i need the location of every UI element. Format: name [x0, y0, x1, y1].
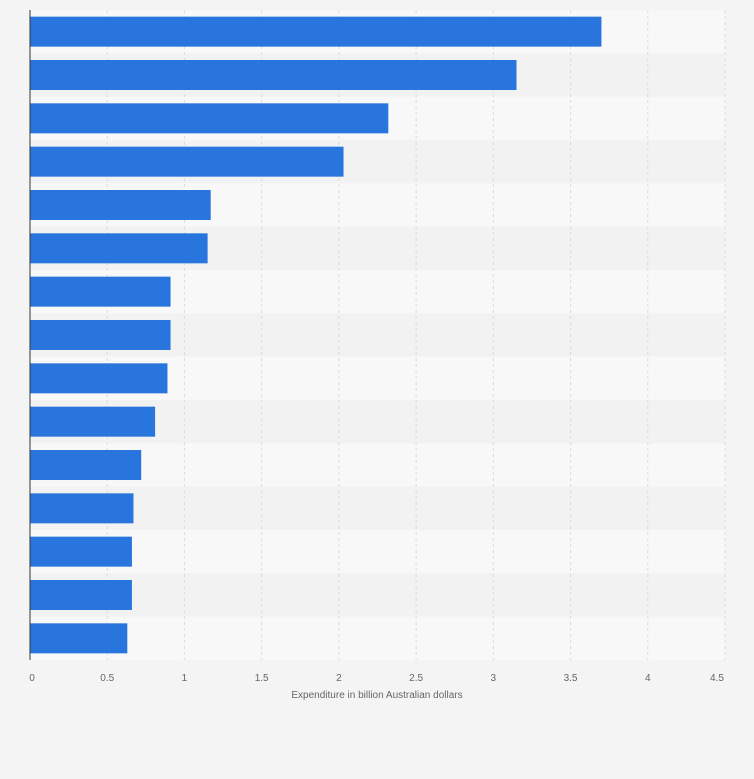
row-band: [30, 486, 725, 530]
x-tick-label: 2: [336, 673, 342, 684]
bar[interactable]: [30, 103, 389, 134]
x-tick-label: 2.5: [409, 673, 423, 684]
bar[interactable]: [30, 60, 517, 90]
x-tick-label: 4.5: [710, 673, 724, 684]
x-axis-ticks: 0 0.5 1 1.5 2 2.5 3 3.5 4 4.5: [29, 673, 724, 684]
bar[interactable]: [30, 450, 142, 480]
bar[interactable]: [30, 363, 168, 394]
x-tick-label: 3: [491, 673, 497, 684]
bar[interactable]: [30, 190, 211, 220]
x-tick-label: 4: [645, 673, 651, 684]
x-tick-label: 0.5: [100, 673, 114, 684]
x-axis-title: Expenditure in billion Australian dollar…: [291, 690, 462, 701]
row-band: [30, 443, 725, 487]
row-band: [30, 530, 725, 574]
bar[interactable]: [30, 146, 344, 177]
bar[interactable]: [30, 16, 602, 47]
bar[interactable]: [30, 233, 208, 264]
bar[interactable]: [30, 276, 171, 307]
bar[interactable]: [30, 536, 132, 567]
bar[interactable]: [30, 320, 171, 350]
bar[interactable]: [30, 406, 156, 437]
x-tick-label: 3.5: [564, 673, 578, 684]
row-band: [30, 573, 725, 617]
bars: [30, 16, 602, 654]
row-band: [30, 616, 725, 660]
bar[interactable]: [30, 580, 132, 610]
x-tick-label: 1: [182, 673, 188, 684]
bar[interactable]: [30, 623, 128, 654]
x-tick-label: 1.5: [255, 673, 269, 684]
x-tick-label: 0: [29, 673, 35, 684]
bar[interactable]: [30, 493, 134, 524]
